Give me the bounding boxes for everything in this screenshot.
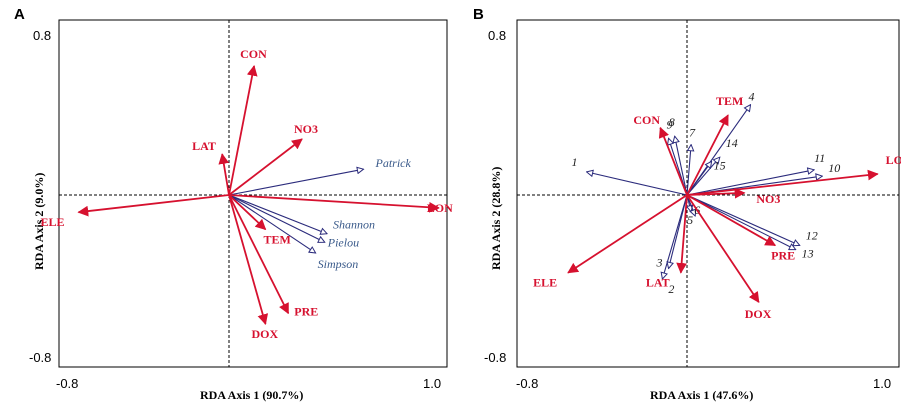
species-label-12: 12: [806, 228, 818, 242]
env-label-lat: LAT: [192, 139, 216, 153]
species-label-1: 1: [572, 155, 578, 169]
x-tick-left-b: -0.8: [516, 376, 538, 391]
species-label-2: 2: [668, 282, 674, 296]
y-tick-top-a: 0.8: [33, 28, 51, 43]
species-label-13: 13: [802, 247, 814, 261]
species-label-8: 8: [669, 115, 675, 129]
env-vector-tem: [686, 114, 729, 196]
env-label-no3: NO3: [294, 122, 318, 136]
species-vector-simpson: [228, 194, 316, 253]
plot-area-a: Patrick Shannon Pielou Simpson CON NO3 LAT ELE L…: [41, 20, 453, 367]
species-label-11: 11: [814, 151, 825, 165]
env-vector-tem: [228, 194, 267, 231]
env-vector-ele: [567, 194, 688, 274]
plot-area-b: 123456789101112131415TEMCONLONNO3PREDOXL…: [517, 20, 901, 367]
panel-a: A 0.8 -0.8 -0.8 1.0 RDA Axis 1 (90.7%) R…: [14, 6, 453, 402]
y-tick-bottom-b: -0.8: [484, 350, 506, 365]
species-label-pielou: Pielou: [327, 235, 359, 249]
env-vector-dox: [228, 194, 269, 326]
x-axis-title-b: RDA Axis 1 (47.6%): [650, 388, 753, 402]
env-vector-con: [658, 126, 688, 196]
env-label-ele: ELE: [41, 215, 65, 229]
env-vector-no3: [686, 187, 746, 199]
species-label-9: 9: [667, 117, 673, 131]
panel-letter-b: B: [473, 6, 484, 23]
env-vector-pre: [686, 194, 777, 247]
species-label-patrick: Patrick: [375, 156, 412, 170]
x-tick-left-a: -0.8: [56, 376, 78, 391]
env-label-no3: NO3: [756, 192, 780, 206]
env-label-dox: DOX: [251, 327, 278, 341]
env-label-lat: LAT: [646, 276, 670, 290]
plot-frame-a: [58, 19, 448, 368]
env-label-tem: TEM: [263, 232, 290, 246]
species-vector-pielou: [228, 194, 325, 242]
species-vector-7: [686, 145, 691, 196]
y-axis-title-b: RDA Axis 2 (28.8%): [489, 167, 503, 270]
x-tick-right-b: 1.0: [873, 376, 891, 391]
env-vector-pre: [228, 194, 290, 315]
env-label-con: CON: [633, 113, 660, 127]
x-axis-title-a: RDA Axis 1 (90.7%): [200, 388, 303, 402]
species-vector-shannon: [228, 194, 327, 234]
env-vector-lat: [676, 194, 688, 274]
env-vector-lat: [218, 153, 230, 196]
species-label-3: 3: [656, 256, 663, 270]
species-label-7: 7: [689, 126, 696, 140]
species-vector-patrick: [228, 169, 364, 196]
y-tick-top-b: 0.8: [488, 28, 506, 43]
species-vector-12: [686, 194, 800, 245]
species-vector-1: [587, 172, 688, 196]
species-label-14: 14: [726, 136, 738, 150]
env-label-pre: PRE: [294, 304, 318, 318]
env-label-pre: PRE: [771, 248, 795, 262]
x-tick-right-a: 1.0: [423, 376, 441, 391]
species-label-simpson: Simpson: [318, 257, 359, 271]
species-vector-3: [669, 194, 688, 269]
species-vector-15: [686, 161, 712, 196]
species-label-shannon: Shannon: [333, 218, 375, 232]
env-label-con: CON: [240, 47, 267, 61]
species-label-15: 15: [714, 158, 726, 172]
env-label-lon: LON: [427, 201, 453, 215]
species-label-10: 10: [828, 161, 840, 175]
plot-frame-b: [516, 19, 900, 368]
species-label-4: 4: [749, 90, 755, 104]
y-axis-title-a: RDA Axis 2 (9.0%): [32, 173, 46, 270]
species-vector-8: [675, 136, 688, 196]
env-vector-no3: [228, 138, 303, 196]
y-tick-bottom-a: -0.8: [29, 350, 51, 365]
panel-b: B 0.8 -0.8 -0.8 1.0 RDA Axis 1 (47.6%) R…: [473, 6, 901, 402]
species-vector-13: [686, 194, 796, 250]
species-vector-11: [686, 170, 814, 196]
env-label-tem: TEM: [716, 94, 743, 108]
env-vector-lon: [228, 194, 440, 213]
panel-letter-a: A: [14, 6, 25, 23]
env-label-dox: DOX: [745, 307, 772, 321]
species-vector-14: [686, 157, 720, 196]
env-vector-con: [228, 64, 258, 196]
env-vector-lon: [686, 169, 879, 196]
env-vector-ele: [77, 194, 230, 217]
env-label-ele: ELE: [533, 276, 557, 290]
env-vector-dox: [686, 194, 760, 303]
env-label-lon: LON: [886, 153, 901, 167]
species-label-5: 5: [687, 213, 693, 227]
